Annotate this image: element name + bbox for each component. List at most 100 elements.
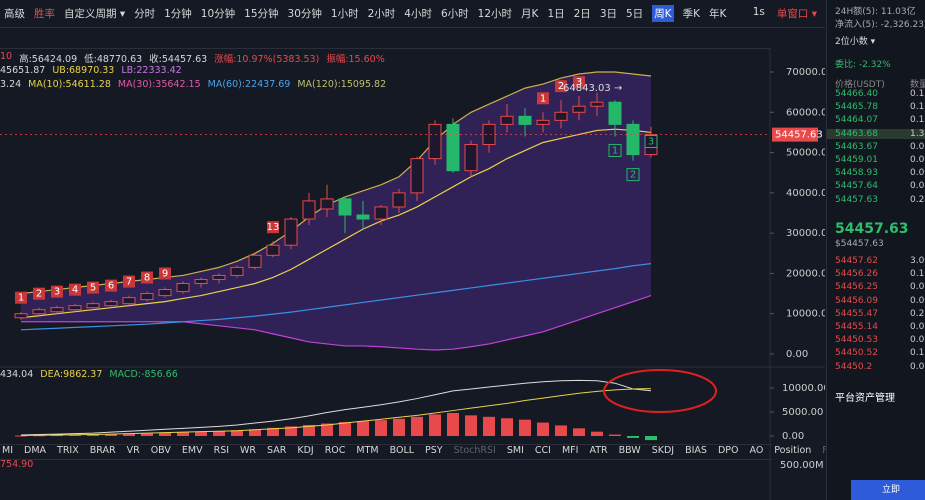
- price: 54464.07: [835, 115, 878, 126]
- toolbar-item[interactable]: 1s: [752, 6, 765, 18]
- price: 54450.2: [835, 361, 873, 372]
- indicator-tab[interactable]: AO: [749, 445, 764, 456]
- price: 54450.53: [835, 335, 878, 346]
- price: 54457.62: [835, 256, 878, 266]
- candle-body: [590, 101, 604, 107]
- signal-box: [69, 283, 81, 296]
- toolbar-item[interactable]: 5日: [626, 8, 644, 20]
- macd-line: [20, 388, 652, 437]
- indicator-tab[interactable]: DPO: [717, 445, 739, 456]
- toolbar-item[interactable]: 30分钟: [287, 8, 322, 20]
- toolbar-item[interactable]: 胜率: [34, 8, 55, 20]
- indicator-tab[interactable]: KDJ: [297, 445, 314, 456]
- indicator-tab[interactable]: ATR: [589, 445, 608, 456]
- toolbar-item[interactable]: 1小时: [330, 8, 359, 20]
- candle-body: [626, 123, 640, 156]
- book-row: 54455.47 0.25: [835, 309, 925, 319]
- ratio: 委比: -2.32%: [835, 60, 891, 70]
- toolbar-item[interactable]: 2日: [573, 8, 591, 20]
- toolbar-item[interactable]: 3日: [599, 8, 617, 20]
- candle-body: [464, 144, 478, 172]
- price: 54457.63: [835, 194, 878, 205]
- candle-body: [50, 307, 64, 313]
- toolbar-item[interactable]: 单窗口 ▾: [776, 8, 817, 20]
- book-row: 54456.25 0.00: [835, 282, 925, 292]
- stat: 净流入(5): -2,326.23万: [835, 20, 925, 30]
- macd-bar: [465, 415, 477, 436]
- peak-label: 64843.03 →: [563, 83, 622, 94]
- indicator-tab[interactable]: MI: [2, 445, 13, 456]
- toolbar-item[interactable]: 6小时: [440, 8, 469, 20]
- macd-bar: [321, 423, 333, 436]
- qty: 3.09: [910, 256, 925, 266]
- indicator-tab[interactable]: OBV: [150, 445, 171, 456]
- info-value: MA(60):22437.69: [207, 79, 291, 90]
- indicator-tab[interactable]: StochRSI: [453, 445, 496, 456]
- candle-body: [446, 123, 460, 172]
- toolbar-item[interactable]: 月K: [521, 8, 539, 20]
- toolbar-item[interactable]: 高级: [4, 8, 25, 20]
- toolbar-item[interactable]: 1分钟: [164, 8, 192, 20]
- toolbar-item[interactable]: 12小时: [477, 8, 513, 20]
- signal-box: [87, 281, 99, 294]
- indicator-tab[interactable]: DMA: [24, 445, 47, 456]
- candle-body: [554, 111, 568, 121]
- toolbar-item[interactable]: 10分钟: [200, 8, 236, 20]
- info-value: MA(10):54611.28: [28, 79, 111, 90]
- candle-body: [482, 123, 496, 146]
- indicator-tab[interactable]: MFI: [561, 445, 579, 456]
- indicator-tab[interactable]: BOLL: [389, 445, 415, 456]
- volume-tick: 500.00M: [780, 460, 824, 471]
- indicator-tab[interactable]: EMV: [181, 445, 203, 456]
- toolbar-item[interactable]: 15分钟: [244, 8, 279, 20]
- book-row: 54457.64 0.07: [835, 181, 925, 191]
- toolbar-item[interactable]: 季K: [682, 8, 700, 20]
- macd-bar: [69, 434, 81, 436]
- info-value: 低:48770.63: [84, 54, 143, 65]
- chart: 70000.00 60000.00 50000.00 40000.00 30000.00…: [0, 48, 825, 500]
- macd-bar: [519, 419, 531, 436]
- decimals[interactable]: 2位小数 ▾: [835, 37, 876, 47]
- info-value: UB:68970.33: [52, 65, 115, 76]
- candle-body: [32, 309, 46, 315]
- indicator-tab[interactable]: MTM: [356, 445, 379, 456]
- toolbar-item[interactable]: 年K: [708, 8, 727, 20]
- signal-label: 6: [108, 281, 114, 292]
- indicator-tab[interactable]: BIAS: [685, 445, 707, 456]
- macd-bar: [303, 424, 315, 436]
- indicator-tab[interactable]: SMI: [506, 445, 524, 456]
- indicator-tab[interactable]: CCI: [534, 445, 551, 456]
- signal-label: 9: [162, 269, 168, 280]
- indicator-tab[interactable]: Position: [774, 445, 812, 456]
- toolbar-item[interactable]: 2小时: [367, 8, 396, 20]
- price: 54450.52: [835, 348, 878, 359]
- price: 54465.78: [835, 102, 878, 113]
- macd-bar: [609, 434, 621, 436]
- indicator-tab[interactable]: VR: [126, 445, 140, 456]
- candle-body: [338, 198, 352, 216]
- toolbar-item[interactable]: 周K: [652, 5, 674, 22]
- indicator-tab[interactable]: WR: [240, 445, 257, 456]
- macd-bar: [627, 436, 639, 438]
- button[interactable]: 立即: [851, 480, 925, 500]
- candle-body: [158, 289, 172, 297]
- qty: 0.00: [910, 335, 925, 346]
- indicator-tab[interactable]: RSI: [213, 445, 230, 456]
- signal-label: 8: [144, 273, 150, 284]
- toolbar-item[interactable]: 1日: [547, 8, 565, 20]
- indicator-tab[interactable]: ROC: [324, 445, 346, 456]
- candle-body: [86, 303, 100, 309]
- indicator-tab[interactable]: SAR: [267, 445, 287, 456]
- macd-bar: [267, 427, 279, 436]
- indicator-tab[interactable]: BBW: [618, 445, 641, 456]
- book-row: 54464.07 0.12: [835, 115, 925, 125]
- toolbar-item[interactable]: 4小时: [404, 8, 432, 20]
- indicator-tab[interactable]: PSY: [425, 445, 443, 456]
- candle-body: [536, 119, 550, 125]
- indicator-tab[interactable]: TRIX: [57, 445, 79, 456]
- ma-line: [20, 128, 652, 319]
- indicator-tab[interactable]: SKDJ: [651, 445, 675, 456]
- indicator-tab[interactable]: BRAR: [89, 445, 116, 456]
- toolbar-item[interactable]: 分时: [134, 8, 156, 20]
- toolbar-item[interactable]: 自定义周期 ▾: [64, 8, 126, 20]
